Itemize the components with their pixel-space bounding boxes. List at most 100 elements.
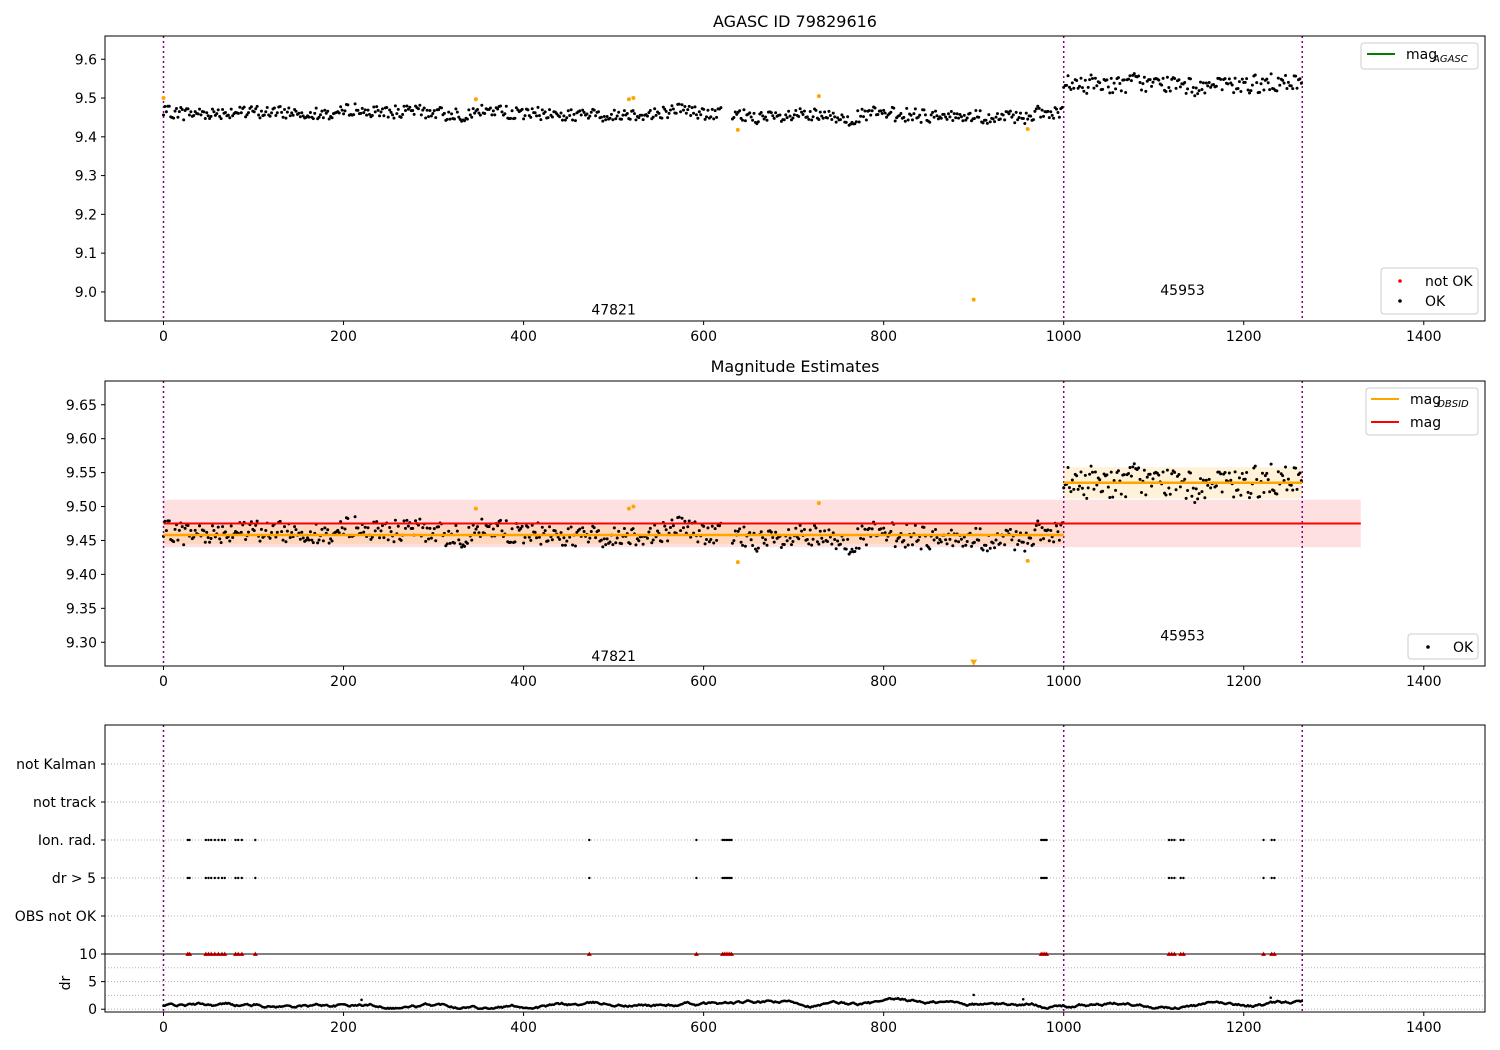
ok-point [1085, 496, 1089, 500]
ok-point [885, 538, 889, 542]
ok-point [255, 519, 259, 523]
ok-point [686, 525, 690, 529]
ok-point [388, 525, 392, 529]
ok-point [601, 545, 605, 549]
ok-point [463, 119, 467, 123]
ok-point [814, 108, 818, 112]
ok-point [663, 524, 667, 528]
ok-point [739, 540, 743, 544]
ok-point [192, 535, 196, 539]
ok-point [281, 115, 285, 119]
flag-ion-rad [188, 838, 191, 842]
ok-point [474, 527, 478, 531]
ok-point [774, 530, 778, 534]
ok-point [1112, 479, 1116, 483]
ok-point [1029, 536, 1033, 540]
ok-point [403, 109, 407, 113]
ok-point [539, 542, 543, 546]
ok-point [903, 545, 907, 549]
ok-point [249, 105, 253, 109]
ok-point [1183, 80, 1187, 84]
ok-point [601, 119, 605, 123]
ok-point [391, 113, 395, 117]
ok-point [317, 538, 321, 542]
ok-point [970, 544, 974, 548]
ok-point [1034, 107, 1038, 111]
ok-point [794, 526, 798, 530]
ok-point [882, 108, 886, 112]
ok-point [1232, 91, 1236, 95]
ok-point [566, 527, 570, 531]
ok-point [457, 538, 461, 542]
flag-ion-rad [1167, 838, 1171, 842]
flag-ion-rad [237, 838, 240, 842]
y-tick-label: 9.55 [66, 466, 97, 482]
ok-point [288, 114, 292, 118]
ok-point [500, 110, 504, 114]
ok-point [869, 113, 873, 117]
ok-point [954, 116, 958, 120]
ok-point [748, 111, 752, 115]
ok-point [540, 525, 544, 529]
ok-point [565, 116, 569, 120]
ok-point [1233, 76, 1237, 80]
ok-point [594, 536, 598, 540]
ok-point [641, 542, 645, 546]
ok-point [764, 115, 768, 119]
ok-point [1049, 110, 1053, 114]
ok-point [1128, 466, 1132, 470]
ok-point [163, 519, 167, 523]
ok-point [382, 114, 386, 118]
ok-point [1295, 487, 1299, 491]
flag-ion-rad [730, 838, 733, 842]
ok-point [741, 543, 745, 547]
ok-point [1194, 487, 1198, 491]
ok-point [991, 541, 995, 545]
ok-point [1174, 488, 1178, 492]
y-tick-label: 9.50 [66, 500, 97, 516]
ok-point [1047, 116, 1051, 120]
ok-point [759, 530, 763, 534]
x-tick-label: 1000 [1046, 329, 1082, 345]
ok-point [242, 105, 246, 109]
ok-point [615, 114, 619, 118]
ok-point [1278, 83, 1282, 87]
ok-point [592, 108, 596, 112]
ok-point [176, 115, 180, 119]
ok-point [683, 519, 687, 523]
ok-point [614, 541, 618, 545]
flag-ion-rad [220, 838, 224, 842]
ok-point [1145, 475, 1149, 479]
ok-point [458, 542, 462, 546]
ok-point [1013, 121, 1017, 125]
x-tick-label: 0 [159, 1020, 168, 1036]
ok-point [938, 538, 942, 542]
ok-point [298, 115, 302, 119]
legend-marker [1398, 299, 1402, 303]
flag-dr-gt-5 [1041, 876, 1045, 880]
ok-point [948, 115, 952, 119]
ok-point [596, 110, 600, 114]
ok-point [385, 105, 389, 109]
ok-point [1082, 493, 1086, 497]
ok-point [899, 111, 903, 115]
outlier-point [1025, 127, 1030, 132]
ok-point [568, 113, 572, 117]
ok-point [1093, 470, 1097, 474]
ok-point [1196, 92, 1200, 96]
ok-point [1056, 530, 1060, 534]
ok-point [935, 114, 939, 118]
flag-dr-gt-5 [254, 876, 257, 880]
y-tick-label: 9.0 [75, 285, 97, 301]
ok-point [1016, 543, 1020, 547]
ok-point [1239, 493, 1243, 497]
flag-ion-rad [186, 838, 190, 842]
ok-point [702, 524, 706, 528]
ok-point [818, 110, 822, 114]
flag-ion-rad [204, 838, 208, 842]
ok-point [477, 531, 481, 535]
ok-point [262, 113, 266, 117]
outlier-point [735, 560, 740, 565]
x-tick-label: 1000 [1046, 674, 1082, 690]
ok-point [192, 114, 196, 118]
